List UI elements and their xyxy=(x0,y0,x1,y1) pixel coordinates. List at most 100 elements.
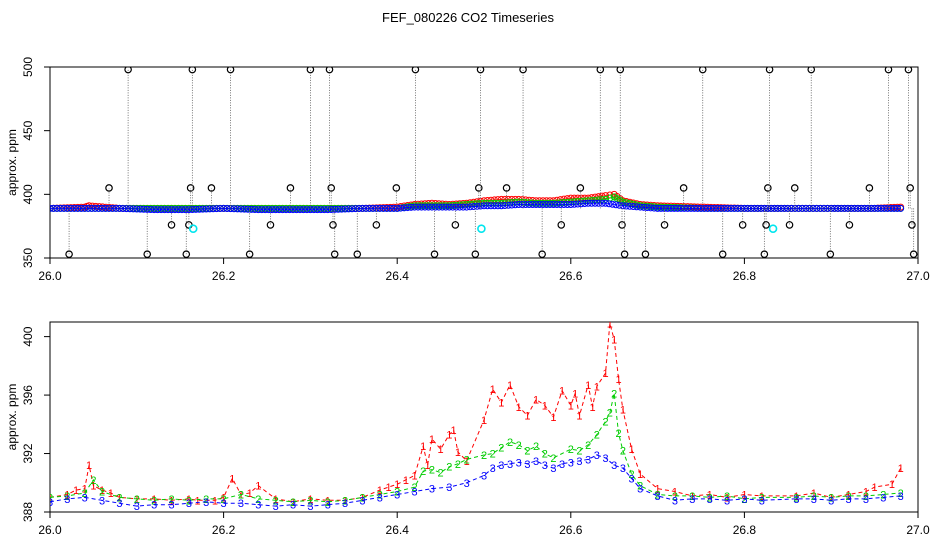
cyan-point xyxy=(188,224,198,234)
plot-frame xyxy=(49,321,919,513)
series-point-1 xyxy=(473,198,481,206)
series-point-3 xyxy=(636,203,644,211)
series-point-3 xyxy=(497,202,505,210)
series-marker-2: 2 xyxy=(533,441,539,453)
x-tick-label: 27.0 xyxy=(906,269,930,283)
series-marker-1: 1 xyxy=(394,479,400,491)
series-point-3 xyxy=(536,201,544,209)
series-point-3 xyxy=(84,204,92,212)
series-marker-1: 1 xyxy=(90,481,96,493)
spike-point xyxy=(785,221,794,229)
series-marker-1: 1 xyxy=(637,469,643,481)
series-point-3 xyxy=(157,206,165,214)
series-marker-1: 1 xyxy=(86,460,92,472)
series-marker-1: 1 xyxy=(464,456,470,468)
series-point-3 xyxy=(525,201,533,209)
series-marker-2: 2 xyxy=(585,440,591,452)
series-marker-1: 1 xyxy=(238,489,244,501)
series-marker-2: 2 xyxy=(455,459,461,471)
series-point-3 xyxy=(777,204,785,212)
series-point-3 xyxy=(893,204,901,212)
series-marker-3: 3 xyxy=(672,495,678,507)
series-point-2 xyxy=(602,195,610,203)
series-point-3 xyxy=(837,204,845,212)
series-point-3 xyxy=(261,206,269,214)
spike-point xyxy=(330,250,339,258)
series-point-3 xyxy=(424,203,432,211)
series-point-3 xyxy=(438,203,446,211)
series-marker-1: 1 xyxy=(620,405,626,417)
series-point-3 xyxy=(115,204,123,212)
series-point-3 xyxy=(393,204,401,212)
series-marker-1: 1 xyxy=(811,488,817,500)
series-point-3 xyxy=(449,203,457,211)
series-marker-2: 2 xyxy=(863,491,869,503)
series-marker-2: 2 xyxy=(741,494,747,506)
series-marker-1: 1 xyxy=(572,389,578,401)
series-marker-1: 1 xyxy=(186,494,192,506)
spike-point xyxy=(207,184,216,192)
series-point-3 xyxy=(890,204,898,212)
series-point-3 xyxy=(717,204,725,212)
series-marker-2: 2 xyxy=(429,465,435,477)
series-marker-3: 3 xyxy=(585,454,591,466)
series-point-3 xyxy=(133,205,141,213)
series-marker-1: 1 xyxy=(377,485,383,497)
series-point-3 xyxy=(299,206,307,214)
series-point-3 xyxy=(95,204,103,212)
series-point-3 xyxy=(602,199,610,207)
series-point-3 xyxy=(694,204,702,212)
series-marker-2: 2 xyxy=(637,481,643,493)
series-point-3 xyxy=(53,204,61,212)
series-point-3 xyxy=(697,204,705,212)
series-marker-1: 1 xyxy=(498,397,504,409)
series-point-3 xyxy=(254,206,262,214)
series-point-3 xyxy=(710,204,718,212)
series-point-3 xyxy=(577,200,585,208)
x-tick-label: 26.0 xyxy=(38,523,62,537)
series-marker-1: 1 xyxy=(212,495,218,507)
spike-point xyxy=(679,184,688,192)
series-marker-3: 3 xyxy=(507,459,513,471)
series-point-3 xyxy=(147,205,155,213)
series-point-3 xyxy=(140,205,148,213)
spike-point xyxy=(327,184,336,192)
series-point-3 xyxy=(327,205,335,213)
series-marker-2: 2 xyxy=(689,491,695,503)
series-point-3 xyxy=(178,206,186,214)
series-point-3 xyxy=(445,203,453,211)
series-point-3 xyxy=(150,206,158,214)
series-point-3 xyxy=(50,204,54,212)
series-marker-2: 2 xyxy=(325,497,331,509)
x-tick-label: 26.6 xyxy=(559,269,583,283)
series-point-3 xyxy=(411,203,419,211)
spike-point xyxy=(557,221,566,229)
series-marker-3: 3 xyxy=(64,494,70,506)
series-marker-2: 2 xyxy=(116,492,122,504)
series-marker-3: 3 xyxy=(516,457,522,469)
series-marker-2: 2 xyxy=(481,450,487,462)
series-point-3 xyxy=(707,204,715,212)
series-marker-1: 1 xyxy=(116,492,122,504)
series-point-3 xyxy=(185,206,193,214)
series-marker-2: 2 xyxy=(186,495,192,507)
series-point-3 xyxy=(581,200,589,208)
series-point-3 xyxy=(431,203,439,211)
series-marker-1: 1 xyxy=(481,415,487,427)
series-marker-3: 3 xyxy=(741,494,747,506)
series-point-3 xyxy=(237,205,245,213)
series-point-3 xyxy=(857,204,865,212)
series-marker-2: 2 xyxy=(672,491,678,503)
series-marker-2: 2 xyxy=(615,428,621,440)
series-marker-1: 1 xyxy=(429,434,435,446)
series-point-3 xyxy=(647,204,655,212)
series-point-3 xyxy=(529,201,537,209)
x-tick-label: 26.4 xyxy=(386,269,410,283)
series-point-3 xyxy=(670,204,678,212)
series-point-3 xyxy=(483,202,491,210)
spike-point xyxy=(618,221,626,229)
series-marker-1: 1 xyxy=(689,491,695,503)
series-marker-1: 1 xyxy=(420,441,426,453)
series-point-3 xyxy=(233,205,241,213)
series-point-2 xyxy=(459,201,467,209)
